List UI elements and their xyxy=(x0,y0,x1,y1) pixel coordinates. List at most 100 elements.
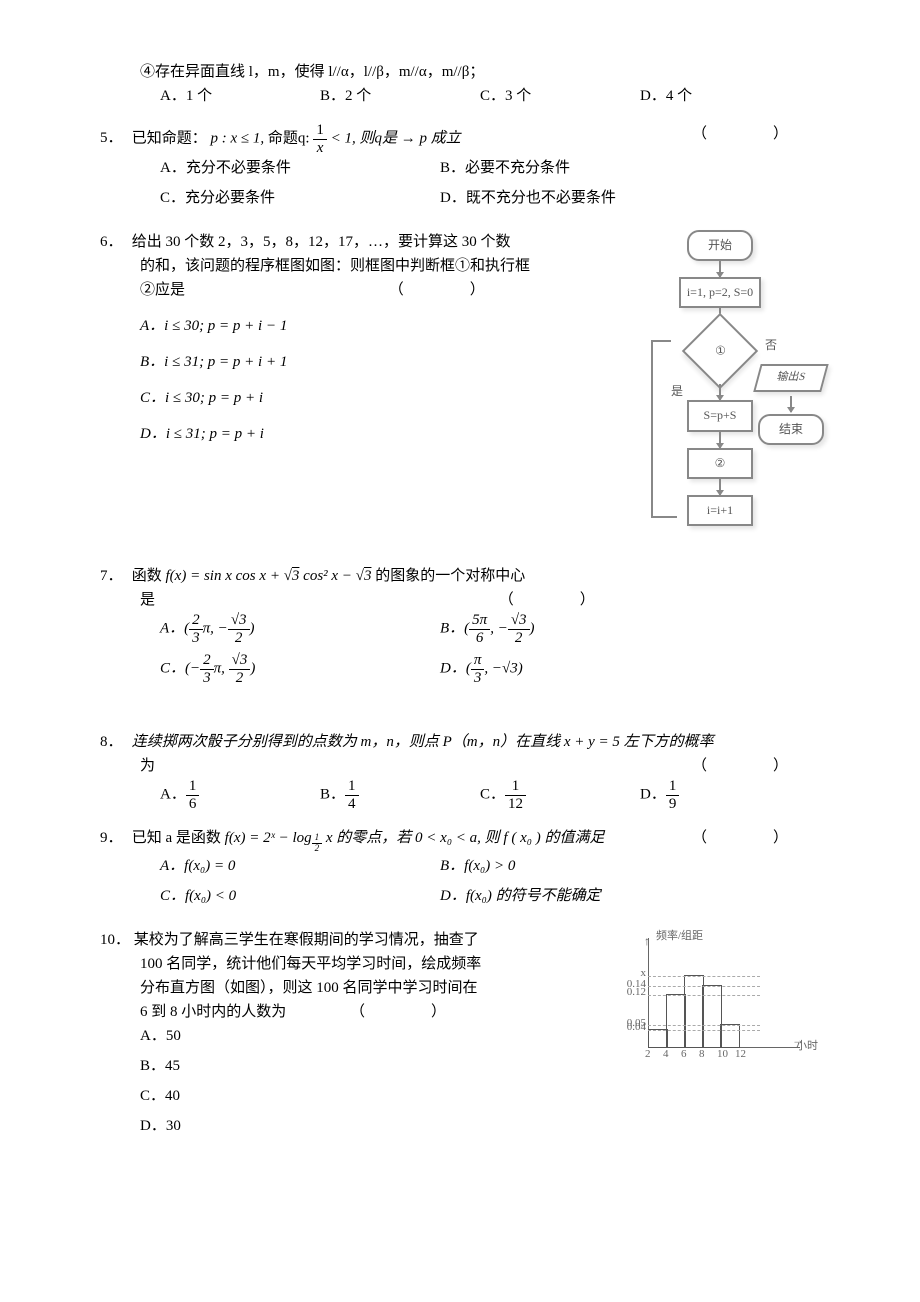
q5-options: A．充分不必要条件 B．必要不充分条件 C．充分必要条件 D．既不充分也不必要条… xyxy=(100,156,820,216)
q5-text-pre: 已知命题： xyxy=(132,130,207,146)
q6-line1: 给出 30 个数 2，3，5，8，12，17，…，要计算这 30 个数 xyxy=(132,234,511,250)
q6-body: 6． 给出 30 个数 2，3，5，8，12，17，…，要计算这 30 个数 的… xyxy=(100,230,580,446)
q6-opt-a: A．i ≤ 30; p = p + i − 1 xyxy=(100,314,580,338)
q7-opt-b: B．(5π6, −√32) xyxy=(440,612,720,646)
q4-opt-a: A．1 个 xyxy=(160,84,320,108)
q10-line4: 6 到 8 小时内的人数为 xyxy=(140,1004,286,1020)
q5-opt-d: D．既不充分也不必要条件 xyxy=(440,186,720,210)
flowchart: 开始 i=1, p=2, S=0 ① 是 否 输出S 结束 S=p+S ② i=… xyxy=(630,230,810,526)
q10-body: 10． 某校为了解高三学生在寒假期间的学习情况，抽查了 100 名同学，统计他们… xyxy=(100,928,530,1144)
q7-fx: f(x) = sin x cos x + √3 cos² x − √3 xyxy=(166,568,372,584)
q6-opt-b: B．i ≤ 31; p = p + i + 1 xyxy=(100,350,580,374)
hist-ytick: 0.05 xyxy=(627,1015,646,1033)
flow-box2: ② xyxy=(687,448,753,479)
hist-xtick: 8 xyxy=(699,1046,705,1064)
q7-opt-c: C．(−23π, √32) xyxy=(160,652,440,686)
q8-opt-d: D．19 xyxy=(640,778,800,812)
q10-paren: （ ） xyxy=(350,1004,458,1020)
q7-line2: 是 （ ） xyxy=(100,588,820,612)
hist-gridline xyxy=(648,976,760,977)
flow-output: 输出S xyxy=(753,364,828,392)
flow-loop-line xyxy=(651,340,653,516)
q5-number: 5． xyxy=(100,126,128,150)
q9-paren: （ ） xyxy=(692,826,800,850)
q8-paren: （ ） xyxy=(692,754,800,778)
q5-frac: 1x xyxy=(313,122,327,156)
hist-bar xyxy=(720,1024,740,1048)
histogram-chart: 频率/组距 小时 → ↑ 0.040.050.120.14x 24681012 xyxy=(610,928,810,1068)
q6-line3: ②应是 （ ） xyxy=(100,278,580,302)
question-4-continuation: ④存在异面直线 l，m，使得 l//α，l//β，m//α，m//β； A．1 … xyxy=(100,60,820,108)
q8-line2: 为 （ ） xyxy=(100,754,820,778)
q10-opt-b: B．45 xyxy=(140,1054,340,1078)
q9-fx: f(x) = 2ˣ − log12 x 的零点，若 0 < x₀ < a, 则 … xyxy=(225,830,605,846)
hist-bar xyxy=(666,994,686,1048)
question-10: 10． 某校为了解高三学生在寒假期间的学习情况，抽查了 100 名同学，统计他们… xyxy=(100,928,820,1144)
q7-number: 7． xyxy=(100,564,128,588)
q8-number: 8． xyxy=(100,730,128,754)
hist-gridline xyxy=(648,1030,760,1031)
q9-opt-c: C．f(x₀) < 0 xyxy=(160,884,440,908)
hist-xtick: 12 xyxy=(735,1046,746,1064)
flow-yes-label: 是 xyxy=(671,382,683,401)
flow-sum: S=p+S xyxy=(687,400,753,431)
flow-start: 开始 xyxy=(687,230,753,261)
q4-opt-b: B．2 个 xyxy=(320,84,480,108)
q9-opt-d: D．f(x₀) 的符号不能确定 xyxy=(440,884,720,908)
q7-text-pre: 函数 xyxy=(132,568,166,584)
q5-opt-b: B．必要不充分条件 xyxy=(440,156,720,180)
hist-ytick: x xyxy=(641,965,647,983)
q8-text: 连续掷两次骰子分别得到的点数为 m，n，则点 P（m，n）在直线 x + y =… xyxy=(132,734,714,750)
flow-decision: ① xyxy=(682,313,758,389)
q9-opt-b: B．f(x₀) > 0 xyxy=(440,854,720,878)
q5-opt-a: A．充分不必要条件 xyxy=(160,156,440,180)
q8-options: A．16 B．14 C．112 D．19 xyxy=(100,778,820,812)
q9-number: 9． xyxy=(100,826,128,850)
flow-arrow-icon xyxy=(719,479,721,495)
q10-line4-row: 6 到 8 小时内的人数为 （ ） xyxy=(100,1000,530,1024)
question-5: 5． 已知命题： p : x ≤ 1, 命题q: 1x < 1, 则q是 → p… xyxy=(100,122,820,216)
q8-opt-a: A．16 xyxy=(160,778,320,812)
flow-end: 结束 xyxy=(758,414,824,445)
q9-text-pre: 已知 a 是函数 xyxy=(132,830,225,846)
q4-options: A．1 个 B．2 个 C．3 个 D．4 个 xyxy=(100,84,820,108)
q9-opt-a: A．f(x₀) = 0 xyxy=(160,854,440,878)
q10-options: A．50 B．45 C．40 D．30 xyxy=(100,1024,530,1144)
hist-gridline xyxy=(648,995,760,996)
q6-paren: （ ） xyxy=(389,282,497,298)
q4-opt-d: D．4 个 xyxy=(640,84,800,108)
flow-no-label: 否 xyxy=(765,336,777,355)
q6-opt-d: D．i ≤ 31; p = p + i xyxy=(100,422,580,446)
question-7: 7． 函数 f(x) = sin x cos x + √3 cos² x − √… xyxy=(100,564,820,692)
question-8: 8． 连续掷两次骰子分别得到的点数为 m，n，则点 P（m，n）在直线 x + … xyxy=(100,730,820,812)
q10-line3: 分布直方图（如图），则这 100 名同学中学习时间在 xyxy=(100,976,530,1000)
q7-text-post: 的图象的一个对称中心 xyxy=(375,568,525,584)
q7-opt-d: D．(π3, −√3) xyxy=(440,652,720,686)
q6-opt-c: C．i ≤ 30; p = p + i xyxy=(100,386,580,410)
flow-arrow-icon xyxy=(719,261,721,277)
q7-options: A．(23π, −√32) B．(5π6, −√32) C．(−23π, √32… xyxy=(100,612,820,692)
flow-arrow-icon xyxy=(790,396,792,412)
q10-number: 10． xyxy=(100,928,130,952)
flow-inc: i=i+1 xyxy=(687,495,753,526)
q9-options: A．f(x₀) = 0 B．f(x₀) > 0 C．f(x₀) < 0 D．f(… xyxy=(100,854,820,914)
question-9: 9． 已知 a 是函数 f(x) = 2ˣ − log12 x 的零点，若 0 … xyxy=(100,826,820,914)
q5-q-post: < 1, 则q是 → p 成立 xyxy=(331,130,461,146)
hist-xtick: 10 xyxy=(717,1046,728,1064)
hist-gridline xyxy=(648,1025,760,1026)
q8-opt-b: B．14 xyxy=(320,778,480,812)
q10-opt-a: A．50 xyxy=(140,1024,340,1048)
flow-loop-line xyxy=(651,516,677,518)
q8-opt-c: C．112 xyxy=(480,778,640,812)
flow-arrow-icon xyxy=(719,384,721,400)
hist-ylabel: 频率/组距 xyxy=(656,928,703,946)
hist-xtick: 4 xyxy=(663,1046,669,1064)
flow-init: i=1, p=2, S=0 xyxy=(679,277,761,308)
hist-xtick: 2 xyxy=(645,1046,651,1064)
arrow-right-icon: → xyxy=(792,1031,804,1050)
q5-p: p : x ≤ 1, xyxy=(211,130,265,146)
q4-statement-4: ④存在异面直线 l，m，使得 l//α，l//β，m//α，m//β； xyxy=(100,60,820,84)
q5-opt-c: C．充分必要条件 xyxy=(160,186,440,210)
q7-opt-a: A．(23π, −√32) xyxy=(160,612,440,646)
question-6: 6． 给出 30 个数 2，3，5，8，12，17，…，要计算这 30 个数 的… xyxy=(100,230,820,550)
